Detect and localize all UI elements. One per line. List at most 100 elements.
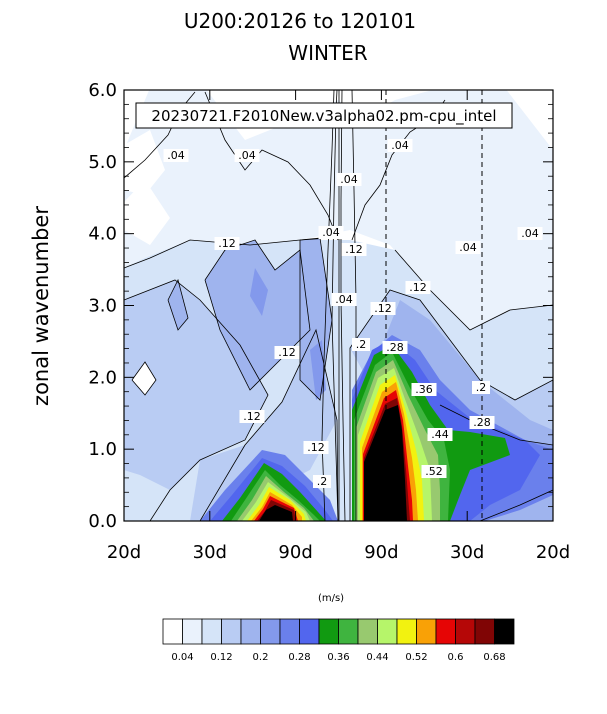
colorbar-swatch (377, 618, 398, 645)
contour-label: .12 (218, 237, 236, 250)
y-axis-label: zonal wavenumber (29, 206, 53, 406)
colorbar-unit: (m/s) (318, 593, 344, 604)
contour-label-bg (341, 243, 367, 256)
contour-label-bg (382, 341, 408, 354)
contour-label: .2 (476, 381, 487, 394)
colorbar-label: 0.36 (327, 652, 349, 663)
annotation-box: 20230721.F2010New.v3alpha02.pm-cpu_intel (135, 102, 513, 129)
contour-label: .28 (386, 341, 404, 354)
contour-label: .12 (409, 281, 427, 294)
contour-label: .04 (391, 139, 409, 152)
x-tick-label: 90d (364, 542, 398, 563)
contour-label: .36 (415, 383, 433, 396)
colorbar-swatch (182, 618, 203, 645)
y-tick-label: 4.0 (88, 224, 117, 245)
colorbar-label: 0.44 (366, 652, 388, 663)
colorbar-swatch (455, 618, 476, 645)
contour-label-bg (303, 441, 329, 454)
contour-line (204, 91, 339, 241)
y-tick-label: 0.0 (88, 511, 117, 532)
y-tick-label: 5.0 (88, 152, 117, 173)
contour-line (479, 489, 553, 521)
contour-line (131, 361, 157, 396)
contour-line (204, 239, 311, 391)
contour-fill (124, 130, 165, 195)
contour-label: .12 (278, 346, 296, 359)
contour-label-bg (214, 237, 240, 250)
contour-label: .04 (167, 149, 185, 162)
contour-label: .12 (374, 302, 392, 315)
annotation-text: 20230721.F2010New.v3alpha02.pm-cpu_intel (151, 107, 496, 126)
contour-label-bg (405, 281, 431, 294)
contour-fill (250, 268, 268, 316)
colorbar-swatch (416, 618, 437, 645)
contour-label-bg (517, 227, 543, 240)
contour-label: .04 (459, 241, 477, 254)
contour-fill (168, 280, 188, 330)
contour-label: .04 (340, 173, 358, 186)
contour-fill (124, 280, 268, 490)
contour-labels: .04 .04 .04 .04 .04 .04 .04 .04 .12 .12 .12 .12 .12.… (163, 139, 543, 488)
colorbar: 0.04 0.12 0.2 0.28 0.36 0.44 0.52 0.6 0.68 (162, 618, 515, 663)
contour-label-bg (370, 302, 396, 315)
contour-line (167, 278, 189, 331)
contour-line (394, 249, 553, 331)
colorbar-swatch (435, 618, 456, 645)
contour-line (124, 279, 269, 521)
colorbar-swatch (318, 618, 339, 645)
y-tick-label: 3.0 (88, 296, 117, 317)
colorbar-swatch (240, 618, 261, 645)
contour-label-bg (274, 346, 300, 359)
contour-line (199, 328, 339, 521)
colorbar-swatch (474, 618, 495, 645)
colorbar-label: 0.6 (448, 652, 464, 663)
colorbar-swatch (221, 618, 242, 645)
colorbar-label: 0.12 (210, 652, 232, 663)
colorbar-swatch (279, 618, 300, 645)
contour-label-bg (331, 293, 357, 306)
chart-title: U200:20126 to 120101 (184, 9, 416, 33)
colorbar-label: 0.52 (405, 652, 427, 663)
contour-label: .2 (356, 338, 367, 351)
x-tick-label: 30d (450, 542, 484, 563)
contour-label: .12 (307, 441, 325, 454)
colorbar-swatch (338, 618, 359, 645)
colorbar-swatch (494, 618, 515, 645)
x-tick-label: 30d (193, 542, 227, 563)
contour-line (439, 404, 553, 446)
axis-ticks: 0.0 1.0 2.0 3.0 4.0 5.0 6.0 20d 30d 90d 90d 30d 20d (88, 80, 570, 563)
contour-label-bg (427, 428, 453, 441)
contour-label: .04 (322, 226, 340, 239)
contour-label: .44 (431, 428, 449, 441)
contour-fill (259, 505, 293, 521)
contour-label-bg (318, 226, 344, 239)
contour-label: .52 (425, 465, 443, 478)
contour-label-bg (455, 241, 481, 254)
y-tick-label: 1.0 (88, 439, 117, 460)
contour-fill (124, 180, 170, 245)
colorbar-label: 0.04 (171, 652, 193, 663)
colorbar-swatch (201, 618, 222, 645)
y-tick-label: 6.0 (88, 80, 117, 101)
colorbar-swatch (396, 618, 417, 645)
contour-label: .28 (473, 416, 491, 429)
contour-label-bg (387, 139, 413, 152)
contour-label-bg (313, 475, 331, 488)
contour-label-bg (163, 149, 189, 162)
contour-label-bg (411, 383, 437, 396)
x-tick-label: 20d (536, 542, 570, 563)
contour-label: .12 (243, 410, 261, 423)
contour-label-bg (234, 149, 260, 162)
contour-label-bg (421, 465, 447, 478)
colorbar-swatch (299, 618, 320, 645)
x-tick-label: 20d (107, 542, 141, 563)
colorbar-label: 0.2 (253, 652, 269, 663)
x-tick-label: 90d (278, 542, 312, 563)
contour-label-bg (472, 381, 490, 394)
contour-label: .04 (335, 293, 353, 306)
colorbar-label: 0.28 (288, 652, 310, 663)
contour-label: .04 (521, 227, 539, 240)
contour-line (299, 237, 333, 401)
colorbar-swatch (357, 618, 378, 645)
